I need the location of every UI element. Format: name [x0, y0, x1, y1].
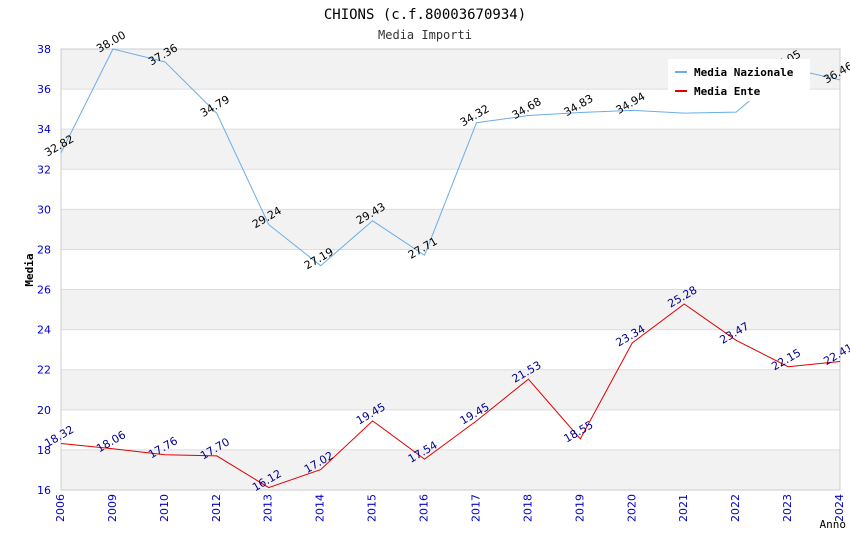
y-tick-label: 28 — [37, 243, 51, 256]
x-axis: 2006 2009 2010 2012 2013 2014 2015 2016 2017 2018… — [54, 494, 846, 522]
x-tick-label: 2006 — [54, 494, 67, 522]
x-tick-label: 2014 — [314, 494, 327, 522]
y-tick-label: 32 — [37, 163, 51, 176]
y-tick-label: 24 — [37, 324, 51, 337]
chart-title: CHIONS (c.f.80003670934) — [324, 7, 526, 23]
grid-band — [61, 289, 840, 330]
y-tick-label: 34 — [37, 123, 51, 136]
legend-label: Media Ente — [694, 85, 761, 98]
x-tick-label: 2023 — [781, 494, 794, 522]
x-tick-label: 2010 — [158, 494, 171, 522]
grid-bands — [60, 48, 841, 491]
legend-box — [668, 59, 810, 101]
grid-band — [61, 249, 840, 290]
y-axis: 16 18 20 22 24 26 28 30 32 34 36 38 — [37, 43, 51, 497]
y-tick-label: 36 — [37, 83, 51, 96]
x-tick-label: 2018 — [521, 494, 534, 522]
y-tick-label: 38 — [37, 43, 51, 56]
series-line-media-nazionale — [60, 48, 841, 267]
x-tick-label: 2016 — [418, 494, 431, 522]
legend: Media Nazionale Media Ente — [668, 59, 810, 101]
y-tick-label: 22 — [37, 364, 51, 377]
x-tick-label: 2009 — [106, 494, 119, 522]
x-tick-label: 2017 — [469, 494, 482, 522]
x-tick-label: 2013 — [262, 494, 275, 522]
grid-band — [61, 449, 840, 490]
y-tick-label: 30 — [37, 203, 51, 216]
grid-band — [61, 209, 840, 250]
chart-subtitle: Media Importi — [378, 28, 472, 42]
y-tick-label: 18 — [37, 444, 51, 457]
y-tick-label: 26 — [37, 284, 51, 297]
legend-label: Media Nazionale — [694, 66, 794, 79]
x-tick-label: 2024 — [833, 494, 846, 522]
series-line-media-ente — [60, 303, 841, 489]
grid-band — [61, 369, 840, 410]
grid-band — [61, 329, 840, 370]
x-tick-label: 2022 — [729, 494, 742, 522]
y-tick-label: 16 — [37, 484, 51, 497]
x-tick-label: 2012 — [210, 494, 223, 522]
plot-border — [60, 48, 841, 491]
y-axis-label: Media — [23, 253, 36, 286]
y-tick-label: 20 — [37, 404, 51, 417]
x-tick-label: 2021 — [677, 494, 690, 522]
x-tick-label: 2015 — [366, 494, 379, 522]
x-axis-label: Anno — [820, 518, 847, 531]
x-tick-label: 2019 — [573, 494, 586, 522]
x-tick-label: 2020 — [625, 494, 638, 522]
grid-band — [61, 409, 840, 450]
grid-band — [61, 129, 840, 170]
